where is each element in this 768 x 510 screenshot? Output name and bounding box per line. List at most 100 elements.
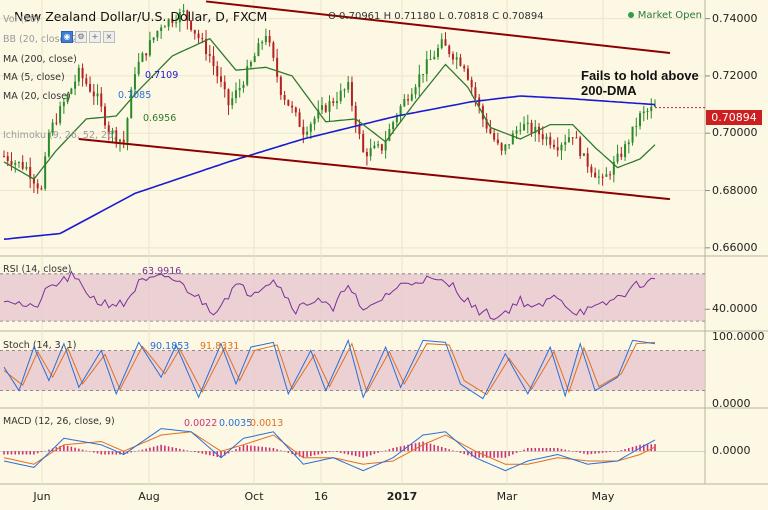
macd-hist-bar: [74, 447, 76, 452]
macd-hist-bar: [115, 451, 118, 455]
rsi-indicator-label[interactable]: RSI (14, close): [3, 264, 71, 275]
candle-body: [373, 145, 376, 149]
candle-body: [317, 109, 320, 119]
macd-hist-bar: [530, 448, 533, 452]
candle-body: [279, 76, 282, 96]
macd-hist-bar: [571, 451, 574, 452]
ma5-label: MA (5, close): [3, 72, 65, 83]
macd-hist-bar: [63, 444, 65, 452]
candle-body: [66, 93, 69, 102]
bb-indicator-label[interactable]: BB (20, close, 2): [3, 34, 81, 45]
candle-body: [216, 66, 219, 77]
ma20-indicator-label[interactable]: MA (20, close): [3, 91, 71, 102]
macd-hist-bar: [141, 449, 144, 452]
candle-body: [624, 144, 627, 158]
macd-indicator-label[interactable]: MACD (12, 26, close, 9): [3, 416, 115, 427]
candle-body: [534, 126, 537, 133]
ma5-indicator-label[interactable]: MA (5, close): [3, 72, 65, 83]
candle-body: [32, 178, 35, 184]
candle-body: [354, 105, 357, 125]
macd-hist-bar: [519, 451, 522, 452]
macd-hist-bar: [194, 451, 196, 453]
annotation-text: Fails to hold above 200-DMA: [581, 68, 699, 98]
candle-body: [444, 39, 447, 46]
close-icon[interactable]: ×: [103, 31, 115, 43]
vol-indicator-label[interactable]: Vol (20): [3, 14, 40, 25]
macd-hist-bar: [594, 451, 596, 454]
macd-hist-bar: [354, 451, 357, 457]
candle-body: [156, 31, 159, 38]
macd-hist-bar: [624, 449, 626, 452]
ma200-indicator-label[interactable]: MA (200, close): [3, 54, 77, 65]
macd-hist-bar: [122, 451, 125, 455]
candle-body: [51, 122, 54, 133]
candle-body: [220, 76, 222, 82]
macd-hist-bar: [40, 451, 43, 453]
candle-body: [478, 97, 481, 107]
macd-hist-bar: [497, 451, 499, 458]
candle-body: [227, 89, 230, 106]
candle-body: [605, 174, 608, 177]
candle-body: [264, 36, 267, 42]
candle-body: [493, 133, 496, 140]
candle-body: [302, 126, 305, 135]
candle-body: [148, 40, 151, 56]
macd-hist-bar: [377, 451, 379, 453]
candle-body: [466, 68, 469, 80]
ichimoku-indicator-label[interactable]: Ichimoku (9, 26, 52, 26): [3, 130, 117, 141]
macd-hist-bar: [515, 451, 518, 453]
macd-hist-bar: [399, 446, 402, 452]
candle-body: [36, 183, 39, 189]
macd-hist-bar: [134, 451, 136, 452]
macd-hist-bar: [152, 446, 155, 452]
candle-body: [201, 38, 204, 40]
macd-hist-bar: [384, 450, 387, 452]
candle-body: [642, 111, 645, 114]
stoch-indicator-label[interactable]: Stoch (14, 3, 1): [3, 340, 77, 351]
macd-hist-bar: [541, 448, 544, 452]
macd-hist-bar: [429, 443, 432, 452]
ma20-label: MA (20, close): [3, 91, 71, 102]
candle-body: [40, 188, 43, 190]
macd-hist-bar: [440, 446, 443, 452]
macd-hist-bar: [646, 444, 649, 452]
candle-body: [175, 22, 178, 24]
candle-body: [328, 101, 331, 112]
macd-hist-bar: [343, 451, 346, 454]
candle-body: [70, 88, 73, 94]
ma20-value: 0.6956: [143, 113, 177, 124]
macd-hist-bar: [358, 451, 361, 457]
macd-hist-bar: [459, 451, 462, 453]
settings-icon[interactable]: ⚙: [75, 31, 87, 43]
candle-body: [511, 133, 514, 145]
macd-hist-bar: [25, 451, 28, 455]
macd-hist-bar: [373, 451, 376, 455]
candle-body: [463, 65, 466, 69]
macd-hist-bar: [235, 449, 237, 452]
macd-hist-bar: [257, 446, 260, 452]
macd-hist-bar: [6, 451, 9, 455]
macd-hist-value: 0.0022: [184, 418, 218, 429]
add-icon[interactable]: +: [89, 31, 101, 43]
candle-body: [74, 81, 77, 89]
macd-line: [3, 428, 656, 472]
candle-body: [541, 134, 544, 140]
candle-body: [208, 54, 211, 56]
macd-hist-bar: [276, 449, 278, 452]
candle-body: [425, 59, 428, 75]
eye-icon[interactable]: ◉: [61, 31, 73, 43]
macd-hist-bar: [500, 451, 503, 458]
candle-body: [291, 105, 294, 108]
candle-body: [100, 93, 103, 107]
candle-body: [451, 54, 454, 60]
macd-hist-bar: [313, 451, 316, 456]
macd-hist-bar: [137, 450, 140, 452]
rsi-axis-label: 40.0000: [712, 302, 758, 316]
macd-hist-bar: [392, 448, 394, 452]
candle-body: [238, 88, 241, 91]
ma200-value: 0.7109: [145, 70, 179, 81]
macd-hist-bar: [403, 445, 406, 452]
ma5-value: 0.7085: [118, 90, 152, 101]
candle-body: [556, 147, 559, 151]
